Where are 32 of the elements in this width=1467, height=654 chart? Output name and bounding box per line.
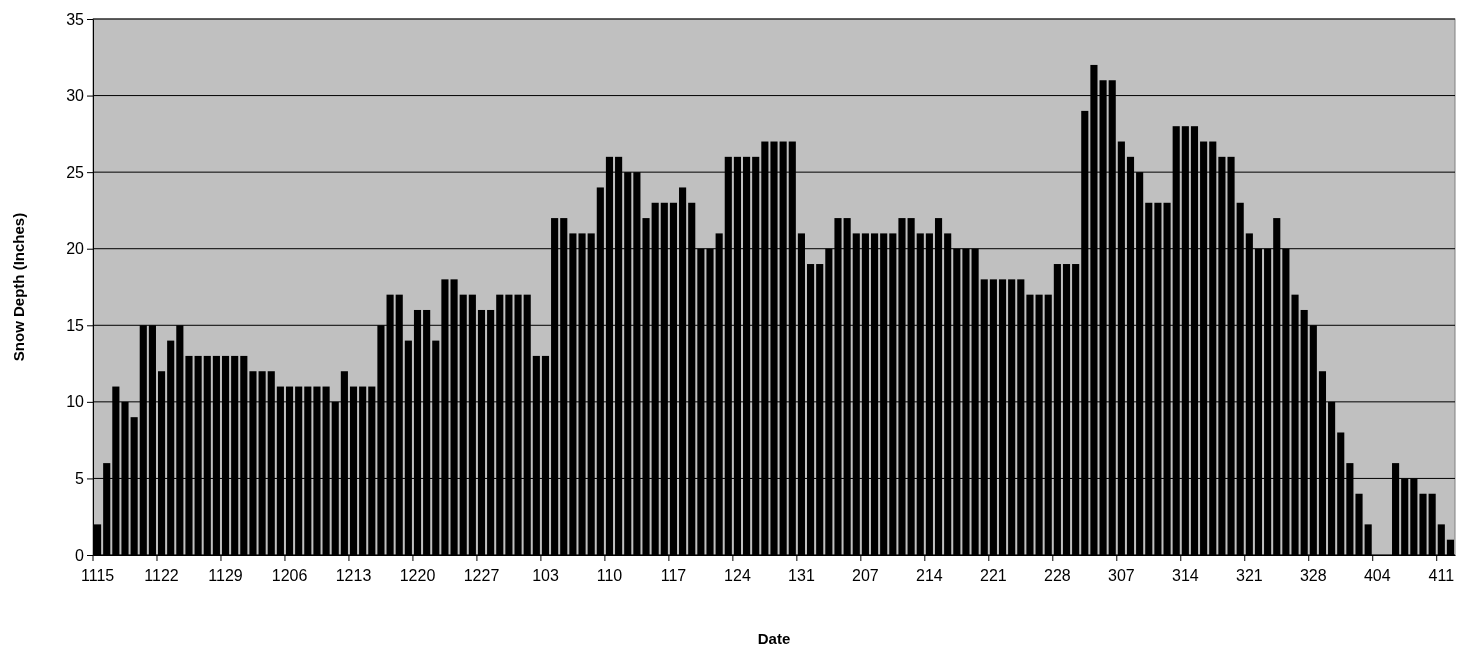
x-tick-label: 214 — [916, 566, 943, 584]
x-tick-label: 110 — [596, 566, 623, 584]
x-tick-label: 1129 — [208, 566, 243, 584]
x-tick-label: 411 — [1428, 566, 1455, 584]
x-tick-label: 1213 — [335, 566, 372, 584]
x-tick-label: 307 — [1108, 566, 1135, 584]
x-tick-label: 131 — [788, 566, 815, 584]
x-tick-label: 321 — [1235, 566, 1263, 584]
x-tick-label: 228 — [1044, 566, 1071, 584]
y-tick-label: 35 — [66, 10, 85, 28]
y-tick-label: 25 — [66, 163, 85, 181]
x-tick-label: 1220 — [399, 566, 436, 584]
x-tick-label: 328 — [1299, 566, 1327, 584]
y-axis-title: Snow Depth (Inches) — [10, 212, 27, 362]
x-tick-label: 103 — [532, 566, 559, 584]
y-tick-label: 10 — [66, 393, 85, 411]
x-tick-label: 221 — [980, 566, 1007, 584]
x-tick-label: 314 — [1171, 566, 1199, 584]
y-tick-label: 0 — [75, 546, 85, 564]
x-tick-label: 1227 — [463, 566, 500, 584]
y-tick-label: 20 — [66, 240, 85, 258]
x-tick-label: 207 — [852, 566, 879, 584]
y-tick-label: 15 — [66, 316, 85, 334]
y-tick-label: 30 — [66, 87, 85, 105]
x-axis-title: Date — [757, 630, 791, 647]
x-tick-label: 1115 — [80, 566, 115, 584]
x-tick-label: 1122 — [144, 566, 179, 584]
x-tick-label: 117 — [660, 566, 687, 584]
x-tick-label: 124 — [724, 566, 751, 584]
x-tick-label: 1206 — [271, 566, 308, 584]
y-tick-label: 5 — [75, 470, 85, 488]
x-tick-label: 404 — [1363, 566, 1391, 584]
